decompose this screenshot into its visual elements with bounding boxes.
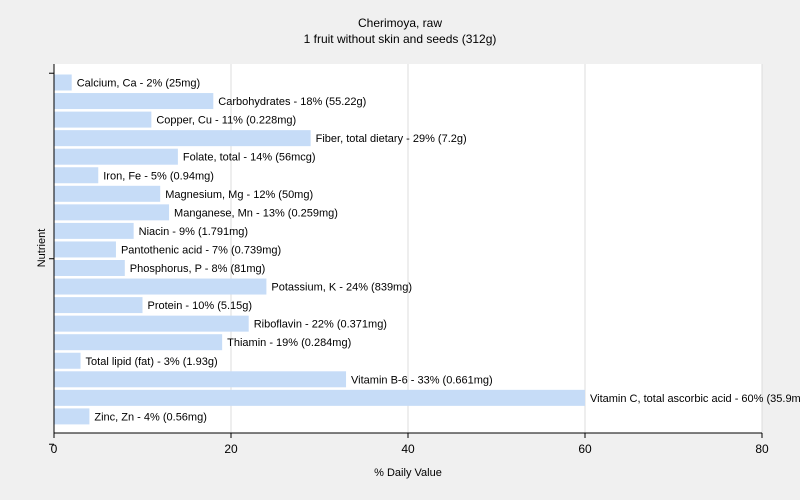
bar (54, 260, 125, 276)
bar (54, 297, 143, 314)
bar-label: Total lipid (fat) - 3% (1.93g) (86, 356, 218, 368)
bar (54, 111, 152, 128)
bar-label: Protein - 10% (5.15g) (148, 300, 253, 312)
bar (54, 408, 90, 425)
bar-label: Magnesium, Mg - 12% (50mg) (165, 189, 313, 201)
bar (54, 222, 134, 239)
bar-label: Vitamin C, total ascorbic acid - 60% (35… (590, 393, 800, 405)
bar (54, 167, 99, 184)
bar (54, 389, 585, 406)
bar-label: Fiber, total dietary - 29% (7.2g) (316, 133, 467, 145)
chart-title: Cherimoya, raw (358, 16, 442, 30)
bar (54, 241, 116, 258)
bar-label: Potassium, K - 24% (839mg) (271, 282, 412, 294)
x-tick-label: 20 (224, 442, 238, 456)
bar-label: Riboflavin - 22% (0.371mg) (254, 319, 387, 331)
bar-label: Vitamin B-6 - 33% (0.661mg) (351, 374, 493, 386)
bar-label: Zinc, Zn - 4% (0.56mg) (94, 411, 206, 423)
bar-label: Niacin - 9% (1.791mg) (139, 226, 248, 238)
x-tick-label: 60 (578, 442, 592, 456)
bar (54, 185, 161, 202)
y-axis-ticks (49, 72, 54, 445)
bar (54, 315, 249, 332)
x-axis-ticks: 0 20 40 60 80 (51, 433, 769, 456)
y-axis-label: Nutrient (36, 229, 48, 268)
x-tick-label: 80 (755, 442, 769, 456)
bar-label: Carbohydrates - 18% (55.22g) (218, 96, 366, 108)
bar (54, 334, 223, 351)
chart-subtitle: 1 fruit without skin and seeds (312g) (304, 32, 497, 46)
bar-label: Pantothenic acid - 7% (0.739mg) (121, 244, 281, 256)
bar-label: Copper, Cu - 11% (0.228mg) (156, 115, 296, 127)
x-tick-label: 0 (51, 442, 58, 456)
bar (54, 278, 267, 295)
bar (54, 204, 170, 221)
bar-label: Phosphorus, P - 8% (81mg) (130, 263, 266, 275)
bars: Calcium, Ca - 2% (25mg) Carbohydrates - 1… (54, 74, 800, 425)
bar-label: Iron, Fe - 5% (0.94mg) (103, 170, 214, 182)
bar (54, 130, 311, 147)
bar (54, 371, 347, 388)
bar (54, 352, 81, 369)
bar-label: Thiamin - 19% (0.284mg) (227, 337, 351, 349)
bar-label: Manganese, Mn - 13% (0.259mg) (174, 207, 338, 219)
bar (54, 93, 214, 110)
bar-label: Calcium, Ca - 2% (25mg) (77, 78, 200, 90)
x-axis-label: % Daily Value (374, 467, 442, 479)
bar (54, 148, 178, 165)
bar (54, 74, 72, 91)
bar-label: Folate, total - 14% (56mcg) (183, 152, 316, 164)
x-tick-label: 40 (401, 442, 415, 456)
